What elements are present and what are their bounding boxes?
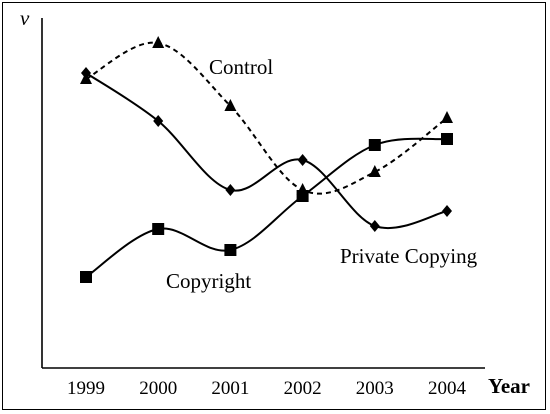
series-label-private-copying: Private Copying: [340, 244, 478, 268]
x-tick-labels: 1999 2000 2001 2002 2003 2004: [67, 378, 467, 399]
triangle-marker: [441, 111, 453, 123]
triangle-marker: [152, 36, 165, 48]
series-label-control: Control: [209, 55, 273, 79]
diamond-marker: [225, 184, 236, 196]
square-marker: [224, 244, 237, 256]
axes: [41, 18, 485, 369]
square-marker: [80, 271, 92, 283]
series-label-copyright: Copyright: [166, 269, 251, 293]
diamond-marker: [81, 67, 91, 79]
y-axis-label: v: [20, 6, 30, 30]
x-tick-label: 1999: [67, 378, 105, 399]
triangle-marker: [224, 99, 237, 111]
x-tick-label: 2000: [139, 378, 177, 399]
triangle-marker: [368, 165, 381, 177]
series-line-private-copying: [85, 72, 448, 229]
diamond-marker: [369, 220, 380, 232]
diamond-marker: [442, 205, 452, 217]
chart-frame: [2, 2, 546, 410]
series-markers: [80, 36, 453, 283]
diamond-marker: [297, 154, 308, 166]
x-tick-label: 2002: [284, 378, 322, 399]
x-axis-label: Year: [488, 374, 530, 398]
square-marker: [152, 223, 165, 235]
x-tick-label: 2001: [211, 378, 249, 399]
square-marker: [441, 133, 453, 145]
x-tick-label: 2003: [356, 378, 394, 399]
series-labels: Control Private Copying Copyright: [166, 55, 478, 293]
square-marker: [296, 190, 309, 202]
square-marker: [368, 139, 381, 151]
x-tick-label: 2004: [428, 378, 467, 399]
diamond-marker: [153, 115, 164, 127]
